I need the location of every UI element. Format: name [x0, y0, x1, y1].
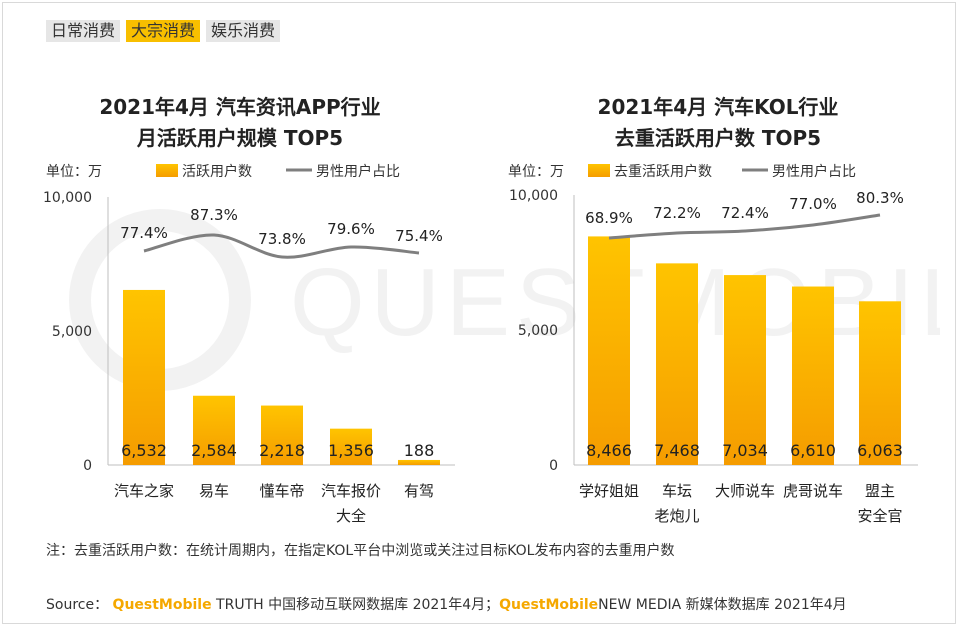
chart2-male-ratio-line — [608, 213, 881, 240]
tab-entertainment-consumption[interactable]: 娱乐消费 — [206, 20, 281, 42]
chart1-title-line-2: 月活跃用户规模 TOP5 — [136, 126, 343, 150]
chart1-pct-label: 87.3% — [190, 206, 238, 224]
chart2-title-line-2: 去重活跃用户数 TOP5 — [615, 126, 821, 150]
chart1-bar-value-label: 188 — [404, 441, 435, 460]
chart2-category-label: 大师说车 — [715, 482, 775, 500]
chart2-category-label: 学好姐姐 — [579, 482, 639, 500]
source-text-1: TRUTH 中国移动互联网数据库 2021年4月； — [211, 597, 500, 613]
brand-questmobile-1: QuestMobile — [112, 597, 212, 613]
brand-questmobile-2: QuestMobile — [499, 597, 599, 613]
chart2-category-label: 盟主 — [865, 482, 895, 500]
chart1-unit-label: 单位：万 — [46, 164, 102, 180]
chart1-pct-label: 77.4% — [120, 224, 168, 242]
chart1-y-tick-label: 5,000 — [52, 324, 92, 340]
chart2-bar-value-label: 6,610 — [790, 441, 836, 460]
tab-daily-consumption[interactable]: 日常消费 — [46, 20, 121, 42]
chart2-title-line-1: 2021年4月 汽车KOL行业 — [598, 95, 839, 119]
chart1-category-label: 汽车之家 — [114, 482, 174, 500]
source-prefix: Source： — [46, 597, 113, 613]
tab-bulk-consumption[interactable]: 大宗消费 — [126, 20, 201, 42]
chart2-category-label: 老炮儿 — [654, 507, 699, 525]
chart2-pct-label: 80.3% — [856, 189, 904, 207]
chart2-category-label: 虎哥说车 — [783, 482, 843, 500]
chart2-bar-value-label: 6,063 — [857, 441, 903, 460]
chart2-bar — [588, 236, 630, 465]
source-line: Source： QuestMobile TRUTH 中国移动互联网数据库 202… — [46, 594, 847, 614]
chart2-legend-bar-label: 去重活跃用户数 — [614, 163, 712, 180]
category-tabs: 日常消费 大宗消费 娱乐消费 — [46, 20, 281, 42]
chart2-bar-value-label: 8,466 — [586, 441, 632, 460]
chart1-category-label: 汽车报价 — [321, 482, 381, 500]
chart2-bar — [859, 301, 901, 465]
chart2-legend-line-label: 男性用户占比 — [772, 163, 856, 180]
chart1-category-label: 易车 — [199, 482, 229, 500]
source-text-2: NEW MEDIA 新媒体数据库 2021年4月 — [598, 597, 847, 613]
chart2-y-tick-label: 0 — [549, 458, 558, 474]
chart2-y-tick-label: 10,000 — [509, 188, 558, 204]
chart1-category-label: 懂车帝 — [259, 482, 304, 500]
chart2-category-label: 安全官 — [857, 507, 902, 525]
chart1-pct-label: 79.6% — [327, 220, 375, 238]
chart2-legend-bar-swatch — [588, 164, 610, 177]
chart1-bar — [330, 428, 372, 465]
chart2-pct-label: 68.9% — [585, 209, 633, 227]
chart2-bar-value-label: 7,468 — [654, 441, 700, 460]
chart2-pct-label: 72.4% — [721, 204, 769, 222]
chart1-bar — [398, 459, 440, 465]
chart2-bar-value-label: 7,034 — [722, 441, 768, 460]
chart1-bar-value-label: 2,218 — [259, 441, 305, 460]
chart1-bar-value-label: 2,584 — [191, 441, 237, 460]
chart1-bar — [193, 395, 235, 465]
chart1-bar-value-label: 6,532 — [121, 441, 167, 460]
chart1-bar — [123, 289, 165, 465]
chart2-bar — [656, 263, 698, 465]
chart2-y-tick-label: 5,000 — [518, 323, 558, 339]
chart2-pct-label: 72.2% — [653, 204, 701, 222]
chart1-pct-label: 75.4% — [395, 227, 443, 245]
chart2-bar — [792, 286, 834, 465]
chart2-category-label: 车坛 — [662, 482, 692, 500]
footnote: 注：去重活跃用户数：在统计周期内，在指定KOL平台中浏览或关注过目标KOL发布内… — [46, 543, 675, 559]
chart1-title-line-1: 2021年4月 汽车资讯APP行业 — [99, 95, 380, 119]
chart2-pct-label: 77.0% — [789, 195, 837, 213]
chart1-y-tick-label: 10,000 — [43, 190, 92, 206]
chart1-male-ratio-line — [143, 233, 420, 259]
chart2-unit-label: 单位：万 — [508, 164, 564, 180]
chart1-legend-bar-label: 活跃用户数 — [182, 163, 252, 180]
chart1-bar — [261, 405, 303, 465]
chart1-legend-bar-swatch — [156, 164, 178, 177]
chart1-y-tick-label: 0 — [83, 458, 92, 474]
chart1-pct-label: 73.8% — [258, 230, 306, 248]
chart1-category-label: 大全 — [336, 507, 366, 525]
chart1-category-label: 有驾 — [404, 482, 434, 500]
chart1-legend-line-label: 男性用户占比 — [316, 163, 400, 180]
chart1-bar-value-label: 1,356 — [328, 441, 374, 460]
chart2-bar — [724, 275, 766, 465]
